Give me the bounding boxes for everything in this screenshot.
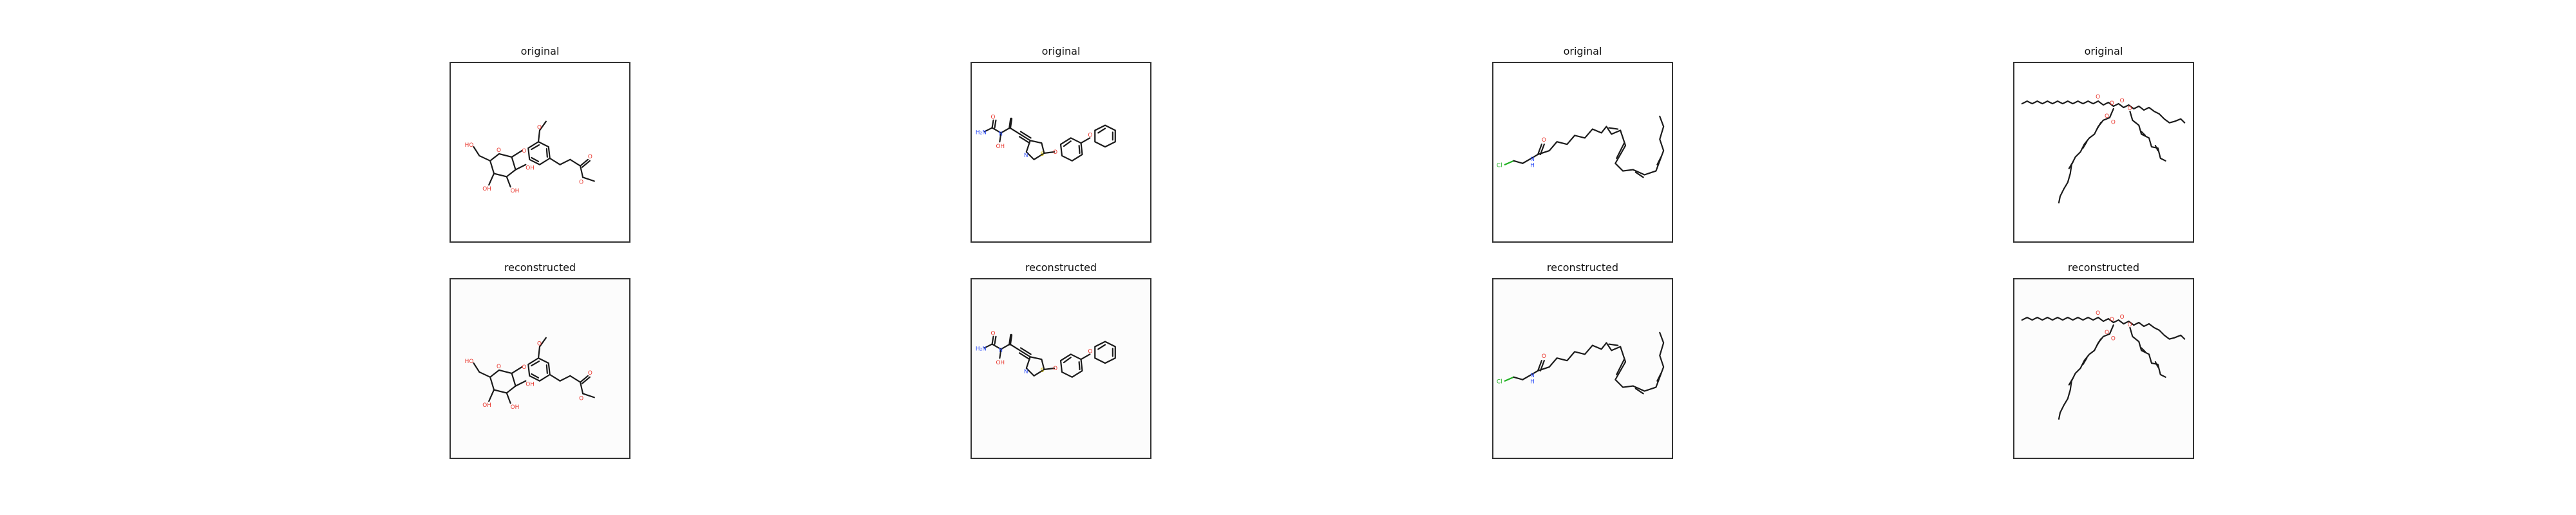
atom-label: H xyxy=(1530,379,1535,386)
atom-label: OH xyxy=(511,188,520,194)
atom-label: O xyxy=(2096,94,2100,100)
atom-label: OH xyxy=(482,186,491,192)
atom-label: O xyxy=(2120,98,2125,104)
panel-original-4: O O O O O O xyxy=(2013,62,2194,243)
atom-label: O xyxy=(1053,366,1057,372)
atom-label: O xyxy=(579,179,583,185)
atom-label: N xyxy=(1530,373,1535,379)
atom-label: O xyxy=(1542,353,1546,360)
atom-label: O xyxy=(497,364,501,370)
atom-label: N xyxy=(1024,369,1028,375)
atom-label: N xyxy=(1530,156,1535,163)
atom-label: OH xyxy=(511,404,520,411)
atom-label: O xyxy=(522,364,526,371)
caption-original-4: original xyxy=(2084,45,2123,57)
atom-label: O xyxy=(991,331,996,337)
atom-label: O xyxy=(588,370,592,377)
atom-label: Cl xyxy=(1497,379,1502,386)
molecule-2-original: O N OH H₂N N S O O xyxy=(976,115,1116,162)
atom-label: S xyxy=(1040,368,1044,374)
atom-label: O xyxy=(2111,336,2116,342)
atom-label: H xyxy=(1530,163,1535,169)
atom-label: HO xyxy=(465,142,474,149)
atom-label: O xyxy=(588,154,592,160)
panel-original-3: Cl N H O xyxy=(1492,62,1673,243)
panel-original-2: O N OH H₂N N S O O xyxy=(971,62,1151,243)
caption-original-3: original xyxy=(1563,45,1602,57)
molecule-2-reconstructed: O N OH H₂N N S O O xyxy=(976,331,1116,378)
atom-label: OH xyxy=(482,402,491,409)
atom-label: O xyxy=(537,125,542,131)
atom-label: O xyxy=(1053,149,1057,156)
molecule-1-reconstructed: HO O O O OH OH OH O O xyxy=(465,337,595,411)
atom-label: O xyxy=(2096,310,2100,317)
atom-label: O xyxy=(2110,317,2114,323)
atom-label: N xyxy=(998,347,1003,353)
molecule-3-reconstructed: Cl N H O xyxy=(1497,332,1665,395)
caption-reconstructed-2: reconstructed xyxy=(1025,261,1097,274)
atom-label: O xyxy=(1542,137,1546,144)
atom-label: O xyxy=(579,395,583,402)
molecule-3-original: Cl N H O xyxy=(1497,115,1665,178)
panel-reconstructed-2: O N OH H₂N N S O O xyxy=(971,278,1151,459)
atom-label: O xyxy=(2127,322,2132,328)
atom-label: O xyxy=(1088,132,1092,138)
caption-reconstructed-3: reconstructed xyxy=(1546,261,1619,274)
atom-label: OH xyxy=(996,144,1005,150)
atom-label: O xyxy=(2105,330,2109,336)
atom-label: O xyxy=(537,341,542,348)
atom-label: O xyxy=(522,148,526,154)
molecule-4-reconstructed: O O O O O O xyxy=(2021,310,2186,420)
panel-reconstructed-1: HO O O O OH OH OH O O xyxy=(450,278,630,459)
atom-label: N xyxy=(998,131,1003,137)
caption-original-2: original xyxy=(1041,45,1081,57)
caption-reconstructed-1: reconstructed xyxy=(504,261,576,274)
atom-label: H₂N xyxy=(976,129,987,136)
atom-label: HO xyxy=(465,359,474,365)
atom-label: O xyxy=(2127,106,2132,112)
atom-label: O xyxy=(2111,120,2116,126)
atom-label: O xyxy=(2110,100,2114,107)
atom-label: O xyxy=(497,147,501,154)
atom-label: N xyxy=(1024,153,1028,159)
atom-label: O xyxy=(2105,113,2109,120)
atom-label: O xyxy=(1088,348,1092,355)
molecule-1-original: HO O O O OH OH OH O O xyxy=(465,120,595,194)
atom-label: O xyxy=(991,115,996,121)
caption-reconstructed-4: reconstructed xyxy=(2067,261,2140,274)
atom-label: H₂N xyxy=(976,346,987,352)
panel-original-1: HO O O O OH OH OH O O xyxy=(450,62,630,243)
panel-reconstructed-3: Cl N H O xyxy=(1492,278,1673,459)
atom-label: O xyxy=(2120,314,2125,321)
atom-label: OH xyxy=(996,360,1005,366)
caption-original-1: original xyxy=(520,45,560,57)
panel-reconstructed-4: O O O O O O xyxy=(2013,278,2194,459)
atom-label: OH xyxy=(526,165,535,172)
atom-label: OH xyxy=(526,382,535,388)
atom-label: Cl xyxy=(1497,163,1502,169)
atom-label: S xyxy=(1040,151,1044,158)
molecule-4-original: O O O O O O xyxy=(2021,94,2186,203)
